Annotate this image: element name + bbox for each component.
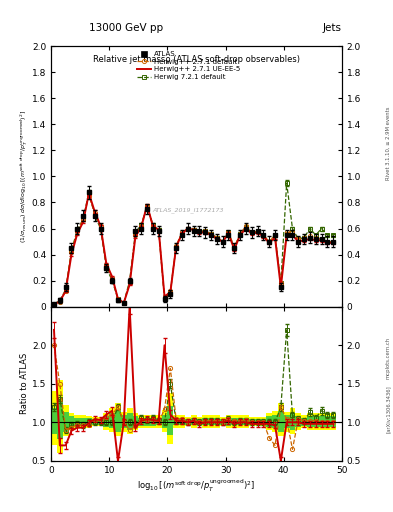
Text: ATLAS_2019_I1772173: ATLAS_2019_I1772173	[152, 207, 224, 213]
Text: [arXiv:1306.3436]: [arXiv:1306.3436]	[386, 386, 391, 434]
Text: Rivet 3.1.10, ≥ 2.9M events: Rivet 3.1.10, ≥ 2.9M events	[386, 106, 391, 180]
Text: Jets: Jets	[323, 23, 342, 33]
Legend: ATLAS, Herwig++ 2.7.1 default, Herwig++ 2.7.1 UE-EE-5, Herwig 7.2.1 default: ATLAS, Herwig++ 2.7.1 default, Herwig++ …	[136, 50, 242, 81]
X-axis label: $\log_{10}[(m^{\rm soft\ drop}/p_T^{\rm ungroomed})^2]$: $\log_{10}[(m^{\rm soft\ drop}/p_T^{\rm …	[138, 477, 255, 494]
Text: Relative jet massρ (ATLAS soft-drop observables): Relative jet massρ (ATLAS soft-drop obse…	[93, 55, 300, 64]
Y-axis label: $(1/\sigma_{\rm resum})\ d\sigma/d\log_{10}[(m^{\rm soft\ drop}/p_T^{\rm ungroom: $(1/\sigma_{\rm resum})\ d\sigma/d\log_{…	[19, 110, 31, 243]
Text: mcplots.cern.ch: mcplots.cern.ch	[386, 337, 391, 379]
Text: 13000 GeV pp: 13000 GeV pp	[89, 23, 163, 33]
Y-axis label: Ratio to ATLAS: Ratio to ATLAS	[20, 353, 29, 414]
